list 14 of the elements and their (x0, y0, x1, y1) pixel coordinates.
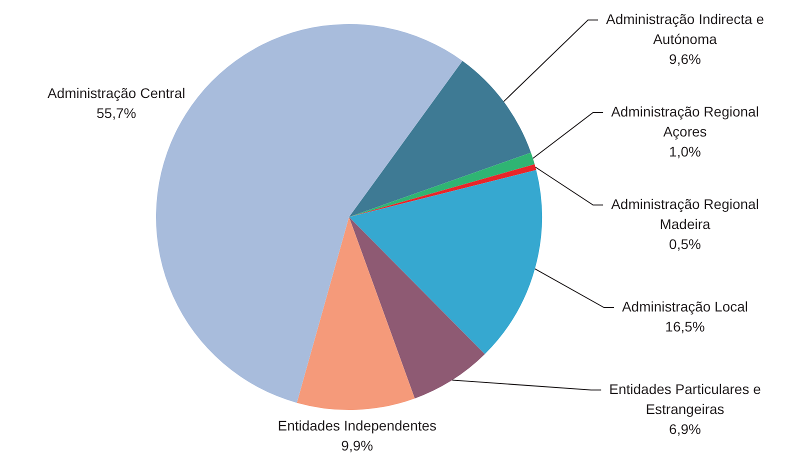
data-label: 6,9% (669, 420, 701, 437)
data-label: 9,9% (341, 437, 374, 454)
data-label: 1,0% (669, 143, 701, 160)
data-label: 16,5% (665, 318, 705, 334)
data-label: 55,7% (96, 105, 136, 122)
data-label: 0,5% (669, 236, 701, 252)
data-label: 9,6% (669, 50, 701, 67)
slice-label: Administração Local (622, 298, 748, 314)
slice-label: Entidades Particulares e Estrangeiras (609, 380, 762, 417)
slice-label: Administração Central (47, 85, 186, 102)
slice-label: Entidades Independentes (278, 417, 437, 434)
slice-label: Administração Regional Açores (611, 103, 759, 140)
slice-label: Administração Indirecta e Autónoma (606, 10, 764, 47)
slice-label: Administração Regional Madeira (611, 196, 759, 232)
